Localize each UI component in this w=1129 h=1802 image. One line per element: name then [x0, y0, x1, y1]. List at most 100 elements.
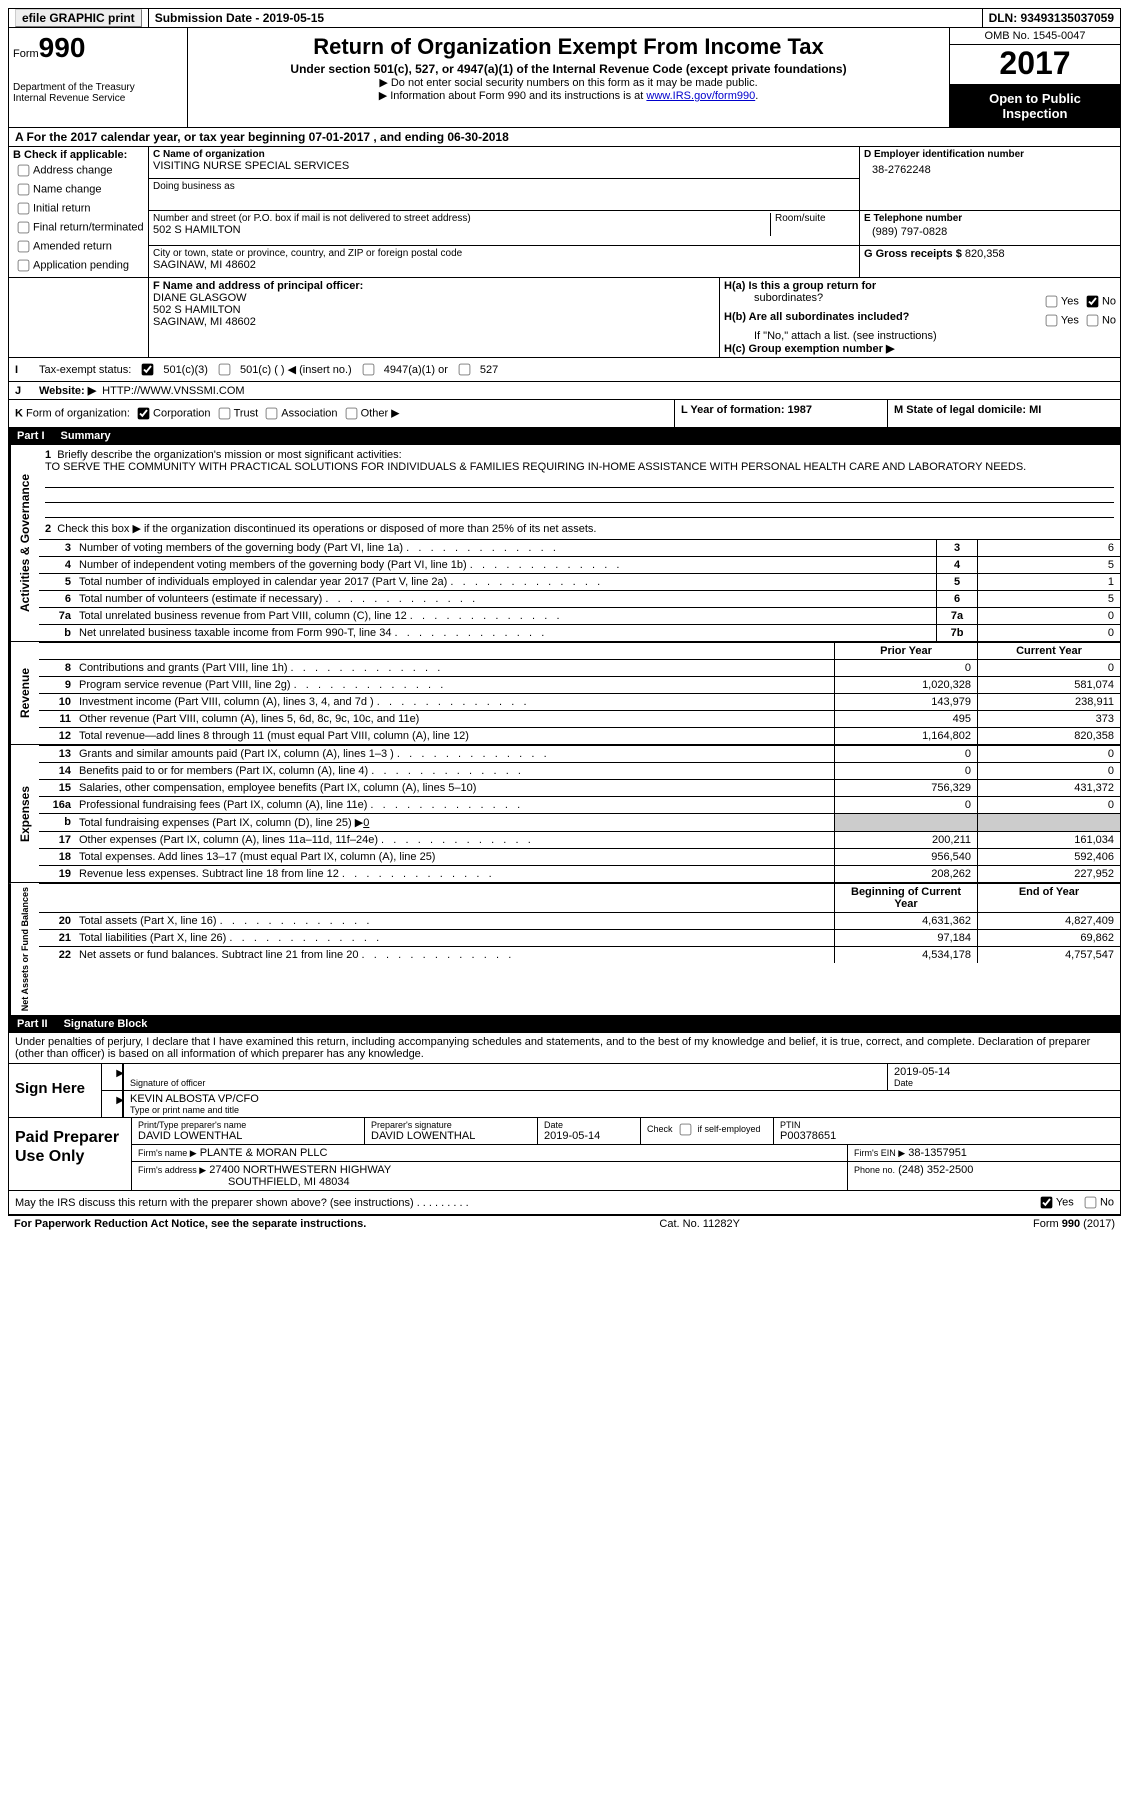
firm-addr-1: 27400 NORTHWESTERN HIGHWAY	[209, 1164, 391, 1176]
cb-assoc[interactable]	[266, 408, 278, 420]
cb-ha-yes[interactable]	[1046, 296, 1058, 308]
cb-discuss-no[interactable]	[1085, 1197, 1097, 1209]
line-8: Contributions and grants (Part VIII, lin…	[75, 660, 834, 676]
part-1-header: Part I Summary	[8, 428, 1121, 445]
part-1-title: Summary	[61, 430, 111, 442]
line-21: Total liabilities (Part X, line 26)	[75, 930, 834, 946]
line-5: Total number of individuals employed in …	[75, 574, 936, 590]
part-2-header: Part II Signature Block	[8, 1016, 1121, 1033]
ha-label: H(a) Is this a group return for	[724, 280, 876, 292]
line-16b: Total fundraising expenses (Part IX, col…	[79, 817, 363, 829]
tax-year: 2017	[950, 45, 1120, 85]
val-7a: 0	[977, 608, 1120, 624]
website-label: Website: ▶	[39, 384, 96, 397]
row-j-website: J Website: ▶ HTTP://WWW.VNSSMI.COM	[8, 382, 1121, 400]
signature-date: 2019-05-14	[894, 1066, 1114, 1078]
officer-city: SAGINAW, MI 48602	[153, 316, 256, 328]
row-klm: K Form of organization: Corporation Trus…	[8, 400, 1121, 428]
opt-527: 527	[480, 364, 498, 376]
mission-label: Briefly describe the organization's miss…	[57, 449, 401, 461]
entity-info-grid: B Check if applicable: Address change Na…	[8, 147, 1121, 278]
p16a: 0	[834, 797, 977, 813]
cb-ha-no[interactable]	[1087, 296, 1099, 308]
opt-trust: Trust	[234, 407, 259, 419]
ssn-warning: Do not enter social security numbers on …	[194, 76, 943, 89]
cb-other[interactable]	[345, 408, 357, 420]
c8: 0	[977, 660, 1120, 676]
c21: 69,862	[977, 930, 1120, 946]
cb-discuss-yes[interactable]	[1041, 1197, 1053, 1209]
ha-yes: Yes	[1061, 295, 1079, 307]
cb-amended[interactable]	[18, 241, 30, 253]
line-14: Benefits paid to or for members (Part IX…	[75, 763, 834, 779]
hdr-prior: Prior Year	[834, 643, 977, 659]
expenses-section: Expenses 13Grants and similar amounts pa…	[8, 745, 1121, 883]
prep-name-label: Print/Type preparer's name	[138, 1120, 358, 1130]
val-6: 5	[977, 591, 1120, 607]
vtab-activities: Activities & Governance	[9, 445, 39, 641]
form-label: Form	[13, 48, 39, 60]
hb-label: H(b) Are all subordinates included?	[724, 311, 909, 330]
gross-receipts-label: G Gross receipts $	[864, 248, 962, 260]
c16a: 0	[977, 797, 1120, 813]
line-6: Total number of volunteers (estimate if …	[75, 591, 936, 607]
vtab-net-assets: Net Assets or Fund Balances	[9, 883, 39, 1015]
row-k-lead: K	[15, 407, 23, 419]
val-7b: 0	[977, 625, 1120, 641]
gross-receipts-value: 820,358	[965, 248, 1005, 260]
vtab-expenses: Expenses	[9, 745, 39, 882]
cb-527[interactable]	[459, 364, 471, 376]
mission-text: TO SERVE THE COMMUNITY WITH PRACTICAL SO…	[45, 461, 1026, 473]
cb-corp[interactable]	[138, 408, 150, 420]
ha-sub: subordinates?	[724, 292, 823, 311]
form-subtitle: Under section 501(c), 527, or 4947(a)(1)…	[194, 62, 943, 76]
prep-name: DAVID LOWENTHAL	[138, 1130, 358, 1142]
cb-address-change[interactable]	[18, 165, 30, 177]
irs-link[interactable]: www.IRS.gov/form990	[646, 90, 755, 102]
cb-final-return[interactable]	[18, 222, 30, 234]
signature-date-label: Date	[894, 1078, 1114, 1088]
org-name-label: C Name of organization	[153, 149, 265, 160]
firm-addr-2: SOUTHFIELD, MI 48034	[138, 1176, 350, 1188]
cb-hb-no[interactable]	[1087, 315, 1099, 327]
row-a-tax-year: A For the 2017 calendar year, or tax yea…	[8, 128, 1121, 147]
hb-no: No	[1102, 314, 1116, 326]
officer-name-label: Type or print name and title	[130, 1105, 1114, 1115]
hb-note: If "No," attach a list. (see instruction…	[724, 330, 1116, 342]
hb-yes: Yes	[1061, 314, 1079, 326]
firm-name-label: Firm's name ▶	[138, 1148, 197, 1158]
c10: 238,911	[977, 694, 1120, 710]
firm-phone: (248) 352-2500	[898, 1164, 973, 1176]
cb-name-change[interactable]	[18, 184, 30, 196]
activities-governance-section: Activities & Governance 1 Briefly descri…	[8, 445, 1121, 642]
ptin-value: P00378651	[780, 1130, 1114, 1142]
officer-label: F Name and address of principal officer:	[153, 280, 363, 292]
cb-501c3[interactable]	[142, 364, 154, 376]
year-formation: L Year of formation: 1987	[681, 404, 812, 416]
p10: 143,979	[834, 694, 977, 710]
efile-print-button[interactable]: efile GRAPHIC print	[15, 9, 142, 27]
cb-app-pending[interactable]	[18, 260, 30, 272]
prep-sig: DAVID LOWENTHAL	[371, 1130, 531, 1142]
row-i-tax-status: I Tax-exempt status: 501(c)(3) 501(c) ( …	[8, 358, 1121, 382]
room-label: Room/suite	[771, 213, 855, 236]
cb-4947[interactable]	[362, 364, 374, 376]
firm-name: PLANTE & MORAN PLLC	[200, 1147, 328, 1159]
cb-trust[interactable]	[218, 408, 230, 420]
paid-preparer-label: Paid Preparer Use Only	[9, 1118, 132, 1190]
cb-initial-return[interactable]	[18, 203, 30, 215]
line-18: Total expenses. Add lines 13–17 (must eq…	[75, 849, 834, 865]
cb-self-employed[interactable]	[680, 1124, 692, 1136]
open-public-1: Open to Public	[989, 91, 1081, 106]
opt-other: Other ▶	[361, 407, 400, 419]
street-label: Number and street (or P.O. box if mail i…	[153, 213, 766, 224]
p21: 97,184	[834, 930, 977, 946]
hc-label: H(c) Group exemption number ▶	[724, 343, 894, 355]
lbl-amended: Amended return	[33, 240, 112, 252]
cb-501c[interactable]	[219, 364, 231, 376]
line-17: Other expenses (Part IX, column (A), lin…	[75, 832, 834, 848]
discuss-row: May the IRS discuss this return with the…	[8, 1191, 1121, 1215]
c20: 4,827,409	[977, 913, 1120, 929]
cb-hb-yes[interactable]	[1046, 315, 1058, 327]
lbl-name-change: Name change	[33, 183, 102, 195]
